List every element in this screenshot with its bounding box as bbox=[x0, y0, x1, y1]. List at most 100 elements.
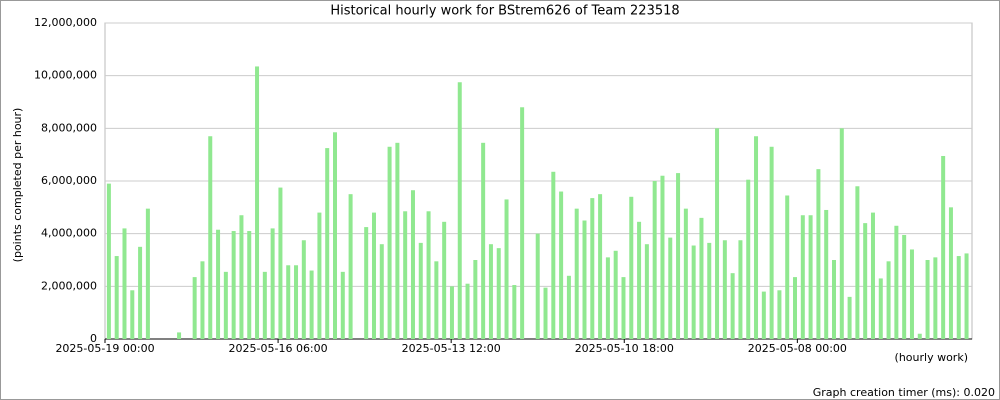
bar bbox=[130, 290, 135, 339]
bar bbox=[644, 244, 649, 339]
x-tick-label: 2025-05-13 12:00 bbox=[402, 342, 501, 355]
bar bbox=[520, 107, 525, 340]
y-tick-label: 10,000,000 bbox=[34, 69, 97, 82]
x-tick-label: 2025-05-10 18:00 bbox=[575, 342, 674, 355]
bar bbox=[715, 128, 720, 339]
bar bbox=[403, 211, 408, 339]
bar bbox=[598, 194, 603, 339]
bar bbox=[301, 240, 306, 339]
bar bbox=[948, 207, 953, 339]
y-tick-label: 4,000,000 bbox=[41, 227, 97, 240]
bar bbox=[917, 333, 922, 339]
bar bbox=[668, 237, 673, 339]
bar bbox=[348, 194, 353, 339]
bar bbox=[177, 332, 182, 339]
bar bbox=[410, 190, 415, 339]
bar bbox=[434, 261, 439, 339]
bar bbox=[785, 195, 790, 339]
bar bbox=[426, 211, 431, 339]
bar bbox=[216, 229, 221, 339]
bar bbox=[114, 256, 119, 339]
bar bbox=[535, 233, 540, 339]
bar bbox=[442, 221, 447, 339]
bar bbox=[418, 242, 423, 339]
bar bbox=[683, 208, 688, 339]
bar bbox=[270, 228, 275, 339]
bar bbox=[543, 287, 548, 339]
bar bbox=[106, 183, 111, 339]
bar bbox=[192, 277, 197, 339]
bar bbox=[605, 257, 610, 339]
bar bbox=[925, 260, 930, 339]
bar bbox=[886, 261, 891, 339]
bar bbox=[769, 146, 774, 339]
bar bbox=[722, 240, 727, 339]
y-tick-label: 0 bbox=[90, 332, 97, 345]
y-tick-label: 2,000,000 bbox=[41, 279, 97, 292]
bar bbox=[208, 136, 213, 339]
bar bbox=[387, 146, 392, 339]
bar bbox=[676, 173, 681, 339]
bar bbox=[481, 142, 486, 339]
bar bbox=[870, 212, 875, 339]
bar bbox=[247, 231, 252, 339]
bar bbox=[294, 265, 299, 339]
x-tick-label: 2025-05-19 00:00 bbox=[55, 342, 154, 355]
bar bbox=[824, 209, 829, 339]
bar bbox=[878, 278, 883, 339]
bar bbox=[200, 261, 205, 339]
y-tick-label: 12,000,000 bbox=[34, 16, 97, 29]
bar bbox=[239, 215, 244, 339]
bar bbox=[138, 246, 143, 339]
bar bbox=[255, 66, 260, 339]
x-tick-label: 2025-05-08 00:00 bbox=[748, 342, 847, 355]
bar bbox=[325, 148, 330, 339]
bar bbox=[699, 217, 704, 339]
bar bbox=[223, 271, 228, 339]
bar bbox=[808, 215, 813, 339]
bar bbox=[590, 198, 595, 339]
bar bbox=[449, 286, 454, 339]
bar bbox=[317, 212, 322, 339]
bar bbox=[278, 187, 283, 339]
bar bbox=[754, 136, 759, 339]
y-tick-label: 6,000,000 bbox=[41, 174, 97, 187]
y-tick-label: 8,000,000 bbox=[41, 121, 97, 134]
footer: Graph creation timer (ms): 0.020 bbox=[813, 386, 995, 399]
bar bbox=[855, 186, 860, 339]
bar bbox=[231, 231, 236, 339]
bar bbox=[863, 223, 868, 339]
bar bbox=[909, 249, 914, 339]
bar bbox=[707, 242, 712, 339]
bar bbox=[371, 212, 376, 339]
bar bbox=[894, 225, 899, 339]
bar bbox=[457, 82, 462, 339]
bar bbox=[941, 155, 946, 339]
bar bbox=[621, 277, 626, 339]
bar bbox=[761, 291, 766, 339]
bar bbox=[582, 220, 587, 339]
bar bbox=[364, 227, 369, 339]
bar bbox=[660, 175, 665, 339]
bar bbox=[488, 244, 493, 339]
bar bbox=[691, 245, 696, 339]
bar bbox=[574, 208, 579, 339]
bar bbox=[286, 265, 291, 339]
bar bbox=[793, 277, 798, 339]
bar bbox=[504, 199, 509, 339]
bar bbox=[629, 196, 634, 339]
bar bbox=[730, 273, 735, 339]
bar bbox=[465, 283, 470, 339]
bar bbox=[340, 271, 345, 339]
bar bbox=[816, 169, 821, 339]
bar bbox=[473, 260, 478, 339]
bar bbox=[333, 132, 338, 339]
bar bbox=[831, 260, 836, 339]
x-tick-label: 2025-05-16 06:00 bbox=[229, 342, 328, 355]
bar bbox=[262, 271, 267, 339]
bar bbox=[738, 240, 743, 339]
bar bbox=[800, 215, 805, 339]
bar bbox=[309, 270, 314, 339]
bar bbox=[551, 171, 556, 339]
bar bbox=[395, 142, 400, 339]
